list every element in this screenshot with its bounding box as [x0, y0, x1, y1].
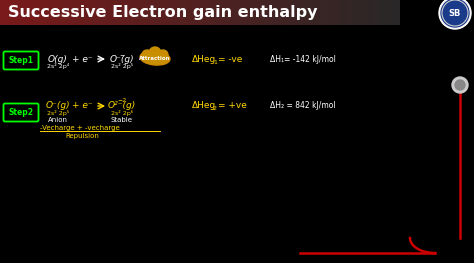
Text: 2s² 2p⁶: 2s² 2p⁶: [111, 110, 133, 116]
Text: Successive Electron gain enthalpy: Successive Electron gain enthalpy: [8, 6, 318, 21]
Circle shape: [439, 0, 471, 29]
FancyBboxPatch shape: [320, 0, 327, 25]
Text: ΔHeg: ΔHeg: [192, 54, 216, 63]
Circle shape: [156, 56, 164, 64]
Text: 2s² 2p⁴: 2s² 2p⁴: [47, 63, 69, 69]
Circle shape: [452, 77, 468, 93]
Text: -Vecharge + -vecharge: -Vecharge + -vecharge: [40, 125, 120, 131]
FancyBboxPatch shape: [367, 0, 374, 25]
FancyBboxPatch shape: [346, 0, 353, 25]
Text: 2s² 2p⁵: 2s² 2p⁵: [47, 110, 69, 116]
FancyBboxPatch shape: [93, 0, 100, 25]
FancyBboxPatch shape: [374, 0, 380, 25]
FancyBboxPatch shape: [273, 0, 280, 25]
FancyBboxPatch shape: [340, 0, 346, 25]
FancyBboxPatch shape: [260, 0, 267, 25]
FancyBboxPatch shape: [160, 0, 167, 25]
FancyBboxPatch shape: [307, 0, 313, 25]
FancyBboxPatch shape: [153, 0, 160, 25]
FancyBboxPatch shape: [353, 0, 360, 25]
FancyBboxPatch shape: [60, 0, 67, 25]
Text: 1: 1: [213, 59, 217, 64]
Text: Attraction: Attraction: [139, 55, 171, 60]
FancyBboxPatch shape: [387, 0, 393, 25]
FancyBboxPatch shape: [167, 0, 173, 25]
FancyBboxPatch shape: [287, 0, 293, 25]
Text: Repulsion: Repulsion: [65, 133, 99, 139]
FancyBboxPatch shape: [27, 0, 33, 25]
FancyBboxPatch shape: [220, 0, 227, 25]
FancyBboxPatch shape: [313, 0, 320, 25]
FancyBboxPatch shape: [40, 0, 46, 25]
FancyBboxPatch shape: [140, 0, 146, 25]
Text: O⁻(g): O⁻(g): [46, 102, 70, 110]
Text: Anion: Anion: [48, 117, 68, 123]
FancyBboxPatch shape: [267, 0, 273, 25]
FancyBboxPatch shape: [0, 0, 7, 25]
FancyBboxPatch shape: [246, 0, 253, 25]
FancyBboxPatch shape: [113, 0, 120, 25]
FancyBboxPatch shape: [33, 0, 40, 25]
Text: + e⁻: + e⁻: [72, 102, 92, 110]
Circle shape: [149, 47, 161, 59]
Text: 2s² 2p⁵: 2s² 2p⁵: [111, 63, 133, 69]
FancyBboxPatch shape: [240, 0, 246, 25]
Text: = -ve: = -ve: [218, 54, 242, 63]
FancyBboxPatch shape: [133, 0, 140, 25]
FancyBboxPatch shape: [207, 0, 213, 25]
FancyBboxPatch shape: [253, 0, 260, 25]
FancyBboxPatch shape: [293, 0, 300, 25]
Text: Step2: Step2: [9, 108, 34, 117]
Circle shape: [142, 50, 152, 60]
FancyBboxPatch shape: [80, 0, 87, 25]
Text: = +ve: = +ve: [218, 102, 247, 110]
FancyBboxPatch shape: [87, 0, 93, 25]
FancyBboxPatch shape: [300, 0, 307, 25]
FancyBboxPatch shape: [380, 0, 387, 25]
FancyBboxPatch shape: [120, 0, 127, 25]
Text: Stable: Stable: [111, 117, 133, 123]
Circle shape: [158, 50, 168, 60]
FancyBboxPatch shape: [333, 0, 340, 25]
FancyBboxPatch shape: [227, 0, 233, 25]
Text: −: −: [119, 53, 125, 58]
FancyBboxPatch shape: [393, 0, 400, 25]
Text: O(g): O(g): [48, 54, 68, 63]
FancyBboxPatch shape: [46, 0, 54, 25]
Text: O²⁻(g): O²⁻(g): [108, 102, 136, 110]
FancyBboxPatch shape: [54, 0, 60, 25]
FancyBboxPatch shape: [173, 0, 180, 25]
Text: ΔH₁= -142 kJ/mol: ΔH₁= -142 kJ/mol: [270, 54, 336, 63]
Text: 2: 2: [213, 107, 217, 112]
FancyBboxPatch shape: [107, 0, 113, 25]
FancyBboxPatch shape: [73, 0, 80, 25]
Text: SB: SB: [449, 8, 461, 18]
Text: O⁻(g): O⁻(g): [109, 54, 134, 63]
Circle shape: [455, 80, 465, 90]
FancyBboxPatch shape: [193, 0, 200, 25]
FancyBboxPatch shape: [233, 0, 240, 25]
FancyBboxPatch shape: [146, 0, 153, 25]
FancyBboxPatch shape: [100, 0, 107, 25]
FancyBboxPatch shape: [360, 0, 367, 25]
Text: ΔHeg: ΔHeg: [192, 102, 216, 110]
FancyBboxPatch shape: [200, 0, 207, 25]
FancyBboxPatch shape: [7, 0, 13, 25]
Text: ΔH₂ = 842 kJ/mol: ΔH₂ = 842 kJ/mol: [270, 102, 336, 110]
Circle shape: [441, 0, 469, 27]
FancyBboxPatch shape: [280, 0, 287, 25]
FancyBboxPatch shape: [13, 0, 20, 25]
Text: −2: −2: [118, 98, 127, 103]
FancyBboxPatch shape: [327, 0, 333, 25]
FancyBboxPatch shape: [213, 0, 220, 25]
Ellipse shape: [140, 51, 170, 65]
FancyBboxPatch shape: [127, 0, 133, 25]
FancyBboxPatch shape: [180, 0, 187, 25]
FancyBboxPatch shape: [67, 0, 73, 25]
Text: Step1: Step1: [9, 56, 34, 65]
Circle shape: [147, 56, 155, 64]
Text: + e⁻: + e⁻: [72, 54, 92, 63]
FancyBboxPatch shape: [187, 0, 193, 25]
FancyBboxPatch shape: [20, 0, 27, 25]
